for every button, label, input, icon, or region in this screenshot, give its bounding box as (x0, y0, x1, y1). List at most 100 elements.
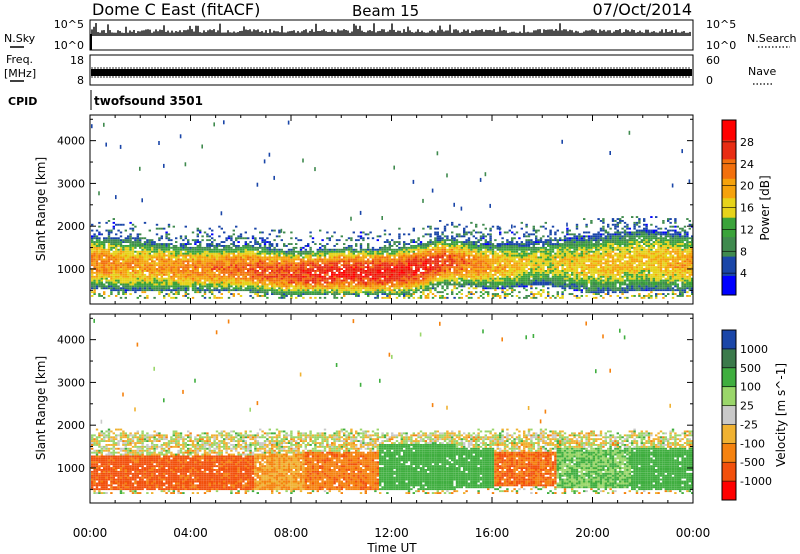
power-cell (117, 291, 120, 294)
power-cell (460, 279, 463, 282)
power-cell (295, 293, 298, 295)
power-cell (100, 248, 103, 251)
power-cell (211, 289, 214, 292)
power-cell (405, 281, 408, 284)
power-cell (100, 258, 103, 261)
power-cell (194, 239, 197, 242)
power-cell (100, 241, 103, 243)
power-cell (256, 293, 259, 295)
power-cell (105, 239, 108, 242)
power-cell (189, 243, 192, 245)
power-cell (239, 235, 243, 238)
power-cell (424, 270, 427, 272)
power-cell (167, 285, 171, 288)
power-cell (482, 287, 485, 290)
power-cell (297, 250, 300, 253)
power-cell (131, 229, 135, 232)
power-cell (273, 273, 276, 276)
power-cell (374, 281, 377, 284)
power-cell (383, 277, 387, 280)
power-cell (403, 295, 406, 297)
power-cell (215, 281, 219, 284)
power-cell (463, 268, 466, 270)
power-cell (393, 285, 396, 288)
power-cell (309, 275, 312, 278)
power-cell (211, 266, 214, 269)
power-cell (115, 223, 118, 226)
power-cell (213, 256, 216, 259)
power-cell (278, 287, 281, 290)
power-cell (400, 254, 403, 257)
power-cell (151, 258, 154, 261)
power-cell (165, 285, 168, 288)
power-cell (244, 237, 247, 240)
power-cell (103, 241, 106, 243)
power-cell (237, 268, 240, 270)
power-cell (151, 246, 154, 249)
power-cell (223, 277, 226, 280)
power-cell (470, 248, 473, 251)
power-cell (299, 295, 303, 297)
power-cell (441, 237, 444, 240)
power-cell (391, 273, 394, 276)
power-cell (143, 266, 147, 269)
power-cell (278, 229, 281, 232)
power-cell (460, 256, 463, 259)
power-cell (383, 293, 387, 295)
power-cell (297, 289, 300, 292)
power-cell (367, 291, 370, 294)
power-cell (338, 275, 341, 278)
power-cell (223, 241, 226, 243)
power-cell (127, 279, 130, 282)
power-cell (333, 248, 336, 251)
power-cell (311, 260, 315, 263)
power-cell (316, 285, 319, 288)
power-cell (139, 258, 142, 261)
power-cell (376, 289, 379, 292)
power-cell (256, 266, 259, 269)
power-cell (477, 271, 480, 274)
power-cell (311, 277, 315, 280)
power-cell (208, 273, 211, 276)
power-cell (463, 260, 466, 263)
power-cell (273, 239, 276, 242)
power-cell (196, 273, 199, 276)
power-cell (407, 281, 411, 284)
power-cell (307, 287, 310, 290)
power-cell (321, 293, 324, 295)
power-cell (309, 273, 312, 276)
power-cell (275, 250, 279, 253)
power-cell (189, 279, 192, 282)
power-cell (107, 220, 111, 222)
power-cell (475, 291, 478, 294)
power-cell (199, 285, 202, 288)
power-cell (280, 287, 283, 290)
power-cell (350, 271, 353, 274)
power-cell (302, 296, 305, 299)
power-cell (155, 245, 159, 247)
power-cell (191, 289, 195, 292)
power-cell (350, 281, 353, 284)
power-cell (211, 256, 214, 259)
power-cell (374, 277, 377, 280)
power-cell (439, 246, 442, 249)
power-cell (211, 281, 214, 284)
power-cell (314, 167, 316, 172)
power-cell (93, 266, 96, 269)
power-cell (429, 254, 432, 257)
power-cell (259, 250, 262, 253)
power-cell (316, 260, 319, 263)
power-cell (371, 266, 375, 269)
power-cell (352, 271, 355, 274)
power-cell (487, 291, 490, 294)
power-cell (352, 279, 355, 282)
power-cell (383, 260, 387, 263)
power-cell (177, 270, 180, 272)
power-cell (278, 296, 281, 299)
power-cell (160, 273, 163, 276)
power-cell (283, 270, 286, 272)
power-cell (424, 273, 427, 276)
power-cell (211, 245, 214, 247)
power-cell (465, 270, 468, 272)
power-cell (115, 268, 118, 270)
